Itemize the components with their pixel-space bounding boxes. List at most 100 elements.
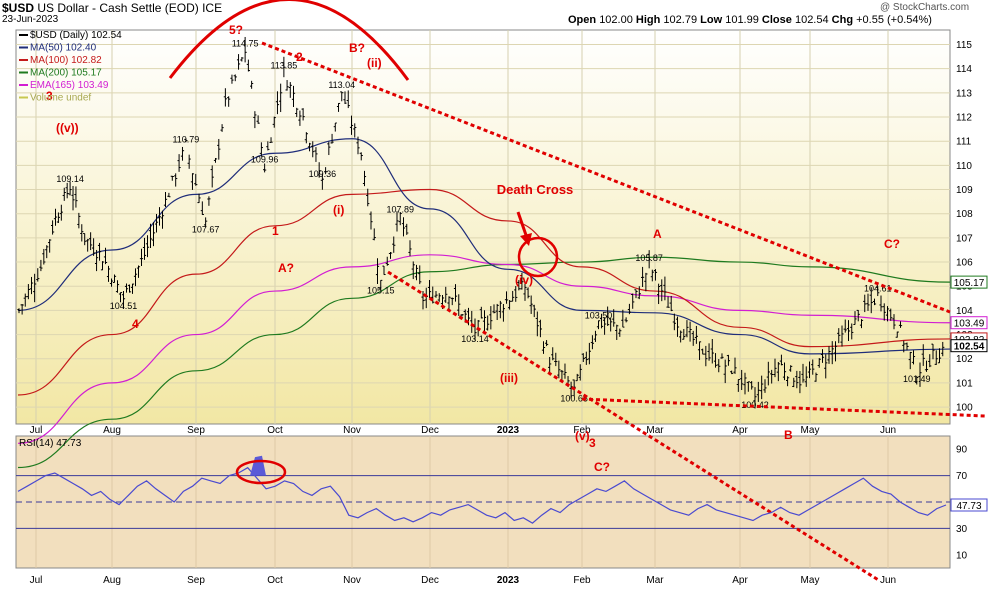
- price-bar: [792, 377, 796, 388]
- price-bar: [776, 361, 780, 382]
- price-label: 113.04: [328, 80, 355, 90]
- price-bar: [590, 335, 595, 350]
- x-tick-label-bottom: Dec: [421, 575, 439, 586]
- price-label: 104.61: [864, 284, 892, 294]
- price-bar: [282, 56, 286, 78]
- price-bar: [593, 330, 598, 342]
- price-bar: [544, 340, 549, 347]
- price-bar: [453, 284, 458, 302]
- value-tag-box: [950, 275, 988, 289]
- price-bar: [840, 325, 844, 347]
- price-bar: [746, 381, 750, 392]
- price-bar: [56, 212, 61, 223]
- price-label: 109.14: [56, 174, 84, 184]
- price-bar: [640, 266, 645, 287]
- rsi-value-tag-box: [950, 498, 988, 512]
- price-bar: [97, 242, 102, 261]
- price-bar: [669, 295, 673, 312]
- price-bar: [606, 306, 610, 326]
- price-bar: [112, 274, 117, 283]
- y-tick-label: 112: [956, 113, 972, 124]
- legend-label: Volume undef: [30, 93, 91, 104]
- price-bar: [850, 323, 854, 340]
- y-tick-label: 113: [956, 88, 972, 99]
- price-bar: [236, 54, 241, 70]
- open-value: 102.00: [599, 14, 633, 26]
- price-bar: [77, 212, 81, 229]
- price-bar: [366, 188, 370, 207]
- instrument-name: US Dollar - Cash Settle (EOD): [37, 1, 199, 15]
- price-bar: [157, 207, 162, 226]
- wave-label: C?: [594, 460, 610, 474]
- price-bar: [653, 269, 658, 281]
- price-bar: [895, 331, 899, 338]
- close-value: 102.54: [794, 14, 829, 26]
- price-bar: [392, 236, 396, 253]
- price-bar: [578, 364, 582, 381]
- x-tick-label-bottom: Nov: [343, 575, 361, 586]
- price-bar: [750, 381, 754, 390]
- legend-entry: $USD (Daily) 102.54: [19, 30, 122, 41]
- price-bar: [766, 361, 770, 386]
- y-tick-label: 115: [956, 40, 972, 51]
- price-bar: [340, 91, 344, 102]
- y-tick-label: 111: [956, 137, 972, 148]
- price-bar: [213, 157, 218, 163]
- price-bar: [115, 280, 120, 293]
- price-bar: [535, 311, 539, 337]
- price-bar: [217, 138, 221, 160]
- value-tag: 105.17: [950, 275, 988, 289]
- price-bar: [551, 347, 555, 361]
- price-bar: [109, 278, 114, 287]
- rsi-value-tag: 47.73: [950, 498, 988, 512]
- chart-title: $USD US Dollar - Cash Settle (EOD) ICE: [2, 1, 222, 15]
- price-bar: [609, 318, 613, 332]
- price-bar: [92, 238, 96, 256]
- y-tick-label: 108: [956, 209, 973, 220]
- price-bar: [770, 369, 774, 384]
- price-bar: [679, 330, 683, 343]
- price-bar: [688, 321, 692, 342]
- price-bar: [418, 265, 422, 285]
- price-bar: [602, 317, 607, 335]
- price-bar: [327, 141, 331, 156]
- price-bar: [707, 343, 711, 361]
- price-bar: [362, 170, 367, 187]
- price-bar: [807, 361, 812, 379]
- price-bar: [48, 239, 52, 253]
- price-bar: [395, 211, 399, 232]
- price-bar: [33, 273, 37, 303]
- price-bar: [827, 346, 831, 364]
- price-bar: [615, 324, 619, 340]
- price-label: 101.49: [903, 374, 931, 384]
- price-bar: [529, 295, 533, 314]
- price-bar: [804, 366, 808, 387]
- rsi-value-tag-text: 47.73: [956, 501, 981, 512]
- price-bar: [227, 96, 231, 107]
- price-bar: [250, 80, 254, 89]
- price-bar: [139, 248, 144, 267]
- price-bar: [375, 258, 380, 285]
- price-bar: [124, 283, 129, 293]
- price-bar: [170, 175, 174, 181]
- price-bar: [118, 292, 123, 303]
- rsi-y-tick-label: 70: [956, 471, 968, 482]
- price-bar: [489, 306, 493, 330]
- x-tick-label-top: Mar: [646, 425, 664, 436]
- price-bar: [650, 269, 654, 282]
- price-bar: [599, 313, 604, 329]
- low-value: 101.99: [725, 14, 759, 26]
- price-bar: [557, 360, 561, 379]
- price-bar: [853, 311, 857, 325]
- price-bar: [596, 320, 601, 330]
- price-label: 105.15: [367, 286, 395, 296]
- price-bar: [269, 137, 273, 143]
- x-tick-label-top: 2023: [497, 425, 520, 436]
- wave-label: 4: [132, 317, 139, 331]
- wave-label: (iv): [515, 273, 533, 287]
- price-bar: [859, 319, 864, 329]
- price-bar: [142, 237, 147, 260]
- price-bar: [756, 381, 760, 402]
- price-bar: [411, 261, 415, 280]
